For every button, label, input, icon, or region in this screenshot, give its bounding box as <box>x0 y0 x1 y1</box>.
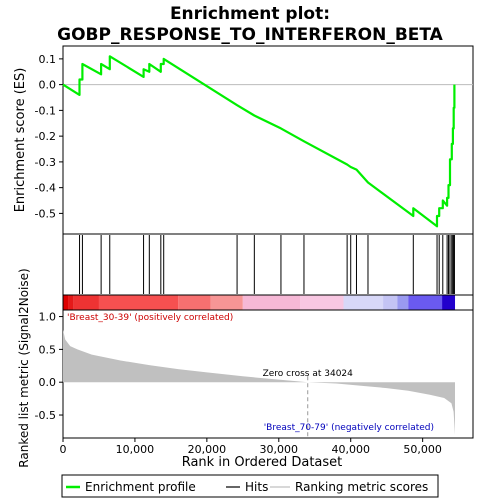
ranking-panel: 1.0 0.5 0.0 -0.5 Zero cross at 34024 'Breas… <box>17 268 474 468</box>
legend-frame <box>61 474 439 498</box>
color-bar-segment <box>343 295 384 310</box>
legend: Enrichment profile Hits Ranking metric s… <box>61 474 439 498</box>
x-tick-label: 0 <box>60 443 67 456</box>
es-ytick-label: -0.4 <box>35 182 56 195</box>
es-panel-frame <box>62 45 474 235</box>
color-bar-segment <box>442 295 456 310</box>
color-bar-segment <box>408 295 443 310</box>
x-axis-label: Rank in Ordered Dataset <box>182 455 343 470</box>
chart-title-line-2: GOBP_RESPONSE_TO_INTERFERON_BETA <box>57 25 444 45</box>
color-bar-segment <box>178 295 211 310</box>
legend-enrichment-label: Enrichment profile <box>85 480 196 494</box>
es-ytick-label: -0.5 <box>35 207 56 220</box>
rank-ytick-label: 0.5 <box>39 343 57 356</box>
positive-correlation-label: 'Breast_30-39' (positively correlated) <box>67 313 233 323</box>
color-bar-segment <box>68 295 74 310</box>
color-bar-segment <box>210 295 243 310</box>
color-bar-segment <box>242 295 301 310</box>
zero-cross-label: Zero cross at 34024 <box>263 369 354 379</box>
es-ytick-label: 0.1 <box>39 53 57 66</box>
ranking-axis-label: Ranked list metric (Signal2Noise) <box>17 268 31 467</box>
color-bar-segment <box>300 295 344 310</box>
es-axis-label: Enrichment score (ES) <box>13 68 28 213</box>
color-bar-segment <box>63 295 69 310</box>
color-bar-segment <box>73 295 99 310</box>
rank-ytick-label: 1.0 <box>39 311 57 324</box>
es-ytick-label: -0.3 <box>35 156 56 169</box>
legend-hits-label: Hits <box>245 480 268 494</box>
legend-ranking-label: Ranking metric scores <box>295 480 428 494</box>
enrichment-profile-line <box>62 55 456 228</box>
negative-correlation-label: 'Breast_70-79' (negatively correlated) <box>264 423 434 433</box>
hits-panel-frame <box>62 233 474 296</box>
color-bar-segment <box>98 295 179 310</box>
ranking-metric-area <box>63 329 455 435</box>
chart-title-line-1: Enrichment plot: <box>170 4 330 24</box>
rank-ytick-label: 0.0 <box>39 376 57 389</box>
x-tick-label: 40,000 <box>331 443 370 456</box>
x-tick-label: 50,000 <box>403 443 442 456</box>
es-panel: 0.1 0.0 -0.1 -0.2 -0.3 -0.4 -0.5 Enrichment sc… <box>13 45 474 235</box>
x-tick-label: 10,000 <box>116 443 155 456</box>
es-ytick-label: -0.1 <box>35 104 56 117</box>
x-tick-label: 30,000 <box>260 443 299 456</box>
hits-panel <box>62 233 474 311</box>
rank-ytick-label: -0.5 <box>35 409 56 422</box>
es-ytick-label: -0.2 <box>35 130 56 143</box>
color-bar-segment <box>397 295 409 310</box>
color-bar-segment <box>383 295 398 310</box>
es-ytick-label: 0.0 <box>39 79 57 92</box>
x-tick-label: 20,000 <box>188 443 227 456</box>
